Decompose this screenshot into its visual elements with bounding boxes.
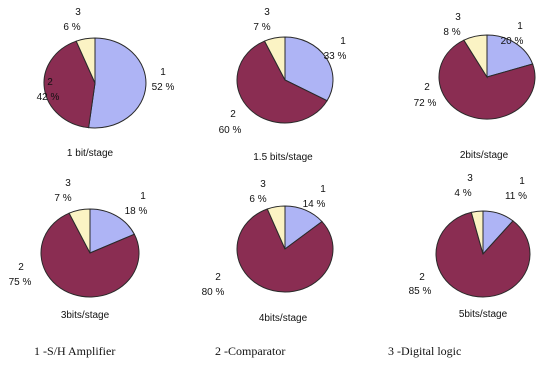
pie-caption: 5bits/stage — [459, 309, 508, 320]
pie-slice-1 — [486, 34, 534, 78]
pie-chart-1 — [43, 37, 147, 129]
slice-percent-1: 14 % — [303, 199, 326, 210]
slice-percent-2: 75 % — [9, 277, 32, 288]
slice-label-2: 2 — [18, 262, 24, 273]
slice-percent-3: 8 % — [443, 27, 460, 38]
legend: 1 -S/H Amplifier 2 -Comparator 3 -Digita… — [0, 344, 539, 364]
pie-slice-1 — [284, 36, 334, 102]
pie-chart-5 — [236, 205, 334, 293]
pie-slice-3 — [470, 210, 484, 255]
slice-percent-3: 7 % — [253, 22, 270, 33]
pie-slice-3 — [75, 37, 96, 84]
pie-slice-2 — [43, 40, 96, 129]
slice-label-2: 2 — [230, 109, 236, 120]
pie-slice-2 — [435, 211, 531, 298]
slice-label-1: 1 — [140, 191, 146, 202]
slice-label-3: 3 — [260, 179, 266, 190]
pie-caption: 1.5 bits/stage — [253, 152, 313, 163]
pie-caption: 1 bit/stage — [67, 148, 114, 159]
slice-percent-2: 80 % — [202, 287, 225, 298]
slice-percent-2: 60 % — [219, 125, 242, 136]
pie-slice-3 — [263, 36, 286, 81]
slice-label-1: 1 — [519, 176, 525, 187]
slice-label-3: 3 — [75, 7, 81, 18]
pie-caption: 2bits/stage — [460, 150, 509, 161]
pie-caption: 3bits/stage — [61, 310, 110, 321]
slice-label-2: 2 — [424, 82, 430, 93]
pie-chart-6 — [435, 210, 531, 298]
slice-label-2: 2 — [419, 272, 425, 283]
pie-slice-2 — [236, 40, 328, 124]
slice-percent-2: 72 % — [414, 98, 437, 109]
pie-slice-1 — [88, 37, 147, 129]
pie-chart-4 — [40, 208, 140, 298]
legend-item-3: 3 -Digital logic — [388, 344, 462, 358]
slice-percent-2: 85 % — [409, 286, 432, 297]
slice-percent-2: 42 % — [37, 92, 60, 103]
pie-chart-3 — [438, 34, 536, 120]
slice-percent-3: 7 % — [54, 193, 71, 204]
slice-label-3: 3 — [65, 178, 71, 189]
pie-slice-2 — [40, 212, 140, 298]
slice-percent-3: 4 % — [454, 188, 471, 199]
slice-label-1: 1 — [160, 67, 166, 78]
pie-slice-2 — [438, 39, 536, 120]
slice-label-1: 1 — [517, 21, 523, 32]
slice-label-2: 2 — [215, 272, 221, 283]
legend-item-2: 2 -Comparator — [215, 344, 286, 358]
slice-percent-3: 6 % — [63, 22, 80, 33]
slice-label-3: 3 — [455, 12, 461, 23]
slice-percent-3: 6 % — [249, 194, 266, 205]
slice-label-1: 1 — [340, 36, 346, 47]
pie-slice-3 — [266, 205, 286, 250]
pie-slice-3 — [463, 34, 488, 79]
legend-item-1: 1 -S/H Amplifier — [34, 344, 116, 358]
pie-caption: 4bits/stage — [259, 313, 308, 324]
slice-label-3: 3 — [264, 7, 270, 18]
pie-slice-3 — [68, 208, 91, 254]
slice-label-3: 3 — [467, 173, 473, 184]
slice-label-1: 1 — [320, 184, 326, 195]
pie-slice-1 — [89, 208, 136, 254]
slice-percent-1: 11 % — [505, 191, 527, 202]
slice-label-2: 2 — [47, 77, 53, 88]
slice-percent-1: 52 % — [152, 82, 175, 93]
slice-percent-1: 33 % — [324, 51, 347, 62]
slice-percent-1: 18 % — [125, 206, 148, 217]
slice-percent-1: 20 % — [501, 36, 524, 47]
pie-slice-2 — [236, 208, 334, 293]
pie-chart-2 — [236, 36, 334, 124]
